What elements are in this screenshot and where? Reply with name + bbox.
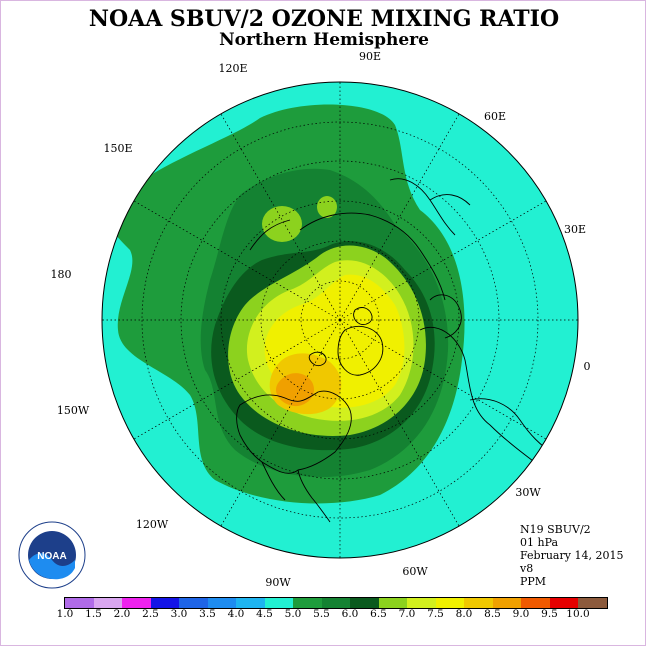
colorbar-labels: 1.0 1.5 2.0 2.5 3.0 3.5 4.0 4.5 5.0 5.5 6.0 6.5 7.0 7… (0, 608, 648, 622)
lon-label-120w: 120W (136, 518, 169, 531)
colorbar-tick-label: 1.5 (85, 608, 102, 620)
colorbar-tick-label: 9.5 (541, 608, 558, 620)
lon-label-0: 0 (584, 360, 591, 373)
colorbar-tick-label: 7.0 (398, 608, 416, 620)
colorbar-swatch (321, 598, 350, 608)
colorbar-swatch (150, 598, 179, 608)
colorbar-tick-label: 8.0 (455, 608, 473, 620)
colorbar-swatch (93, 598, 122, 608)
info-satellite: N19 SBUV/2 (520, 523, 591, 536)
colorbar-tick-label: 6.0 (341, 608, 359, 620)
colorbar-tick-label: 2.0 (113, 608, 131, 620)
colorbar-swatch (293, 598, 322, 608)
latitude-grid (141, 121, 539, 519)
colorbar-swatch (378, 598, 407, 608)
info-level: 01 hPa (520, 536, 559, 549)
colorbar-swatch (464, 598, 493, 608)
lon-label-150e: 150E (103, 142, 132, 155)
colorbar-tick-label: 4.0 (227, 608, 245, 620)
colorbar-tick-label: 4.5 (256, 608, 273, 620)
map-boundary (101, 81, 579, 559)
blob-6-5-a (262, 206, 302, 242)
info-date: February 14, 2015 (520, 549, 624, 562)
lon-label-60e: 60E (484, 110, 506, 123)
colorbar-tick-label: 5.0 (284, 608, 302, 620)
colorbar-tick-label: 2.5 (142, 608, 159, 620)
colorbar-tick-label: 9.0 (512, 608, 530, 620)
noaa-logo: NOAA (18, 521, 86, 589)
lon-label-150w: 150W (57, 404, 90, 417)
logo-text: NOAA (37, 551, 66, 562)
colorbar-tick-label: 8.5 (484, 608, 501, 620)
colorbar-tick-label: 1.0 (56, 608, 74, 620)
info-units: PPM (520, 575, 547, 588)
colorbar-tick-label: 10.0 (566, 608, 590, 620)
lon-label-180: 180 (51, 268, 72, 281)
colorbar-swatch (578, 598, 607, 608)
colorbar-swatch (492, 598, 521, 608)
colorbar-tick-label: 5.5 (313, 608, 330, 620)
colorbar-swatch (549, 598, 578, 608)
colorbar-tick-label: 3.5 (199, 608, 216, 620)
product-info: N19 SBUV/2 01 hPa February 14, 2015 v8 P… (520, 523, 623, 588)
info-version: v8 (520, 562, 534, 575)
colorbar-swatch (407, 598, 436, 608)
colorbar-swatch (122, 598, 151, 608)
map-title: NOAA SBUV/2 OZONE MIXING RATIO (88, 6, 560, 32)
lon-label-90e: 90E (359, 50, 381, 63)
lon-label-120e: 120E (218, 62, 247, 75)
lon-label-30w: 30W (515, 486, 541, 499)
colorbar-swatch (264, 598, 293, 608)
colorbar-swatch (521, 598, 550, 608)
colorbar-tick-label: 3.0 (170, 608, 188, 620)
colorbar-swatch (435, 598, 464, 608)
colorbar-swatch (236, 598, 265, 608)
colorbar-swatch (350, 598, 379, 608)
colorbar-tick-label: 7.5 (427, 608, 444, 620)
lon-label-30e: 30E (564, 223, 586, 236)
colorbar-swatch (207, 598, 236, 608)
map-subtitle: Northern Hemisphere (219, 30, 429, 50)
lon-label-90w: 90W (265, 576, 291, 589)
colorbar-tick-label: 6.5 (370, 608, 387, 620)
coastlines (236, 178, 556, 523)
colorbar-swatch (65, 598, 94, 608)
lon-label-60w: 60W (402, 565, 428, 578)
colorbar (64, 597, 608, 609)
colorbar-swatch (179, 598, 208, 608)
